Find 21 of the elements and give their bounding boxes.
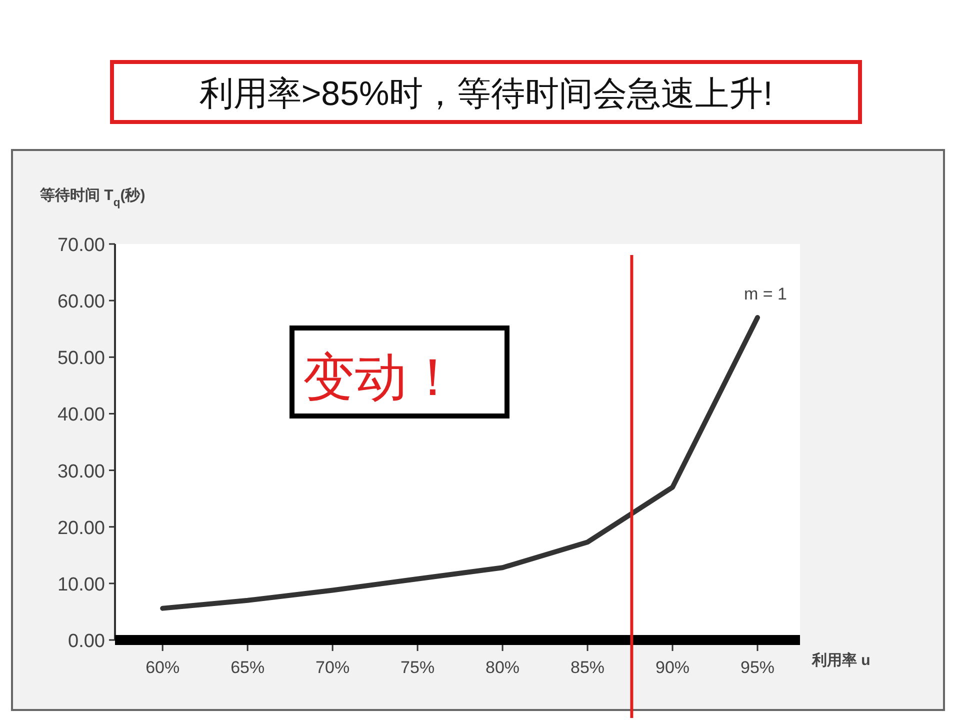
x-tick-label: 65% [230, 658, 265, 677]
y-tick-label: 10.00 [57, 574, 105, 596]
x-tick-label: 90% [656, 658, 690, 677]
chart-title: 利用率>85%时，等待时间会急速上升! [199, 75, 773, 113]
x-tick-label: 75% [400, 658, 435, 677]
y-tick-label: 30.00 [57, 461, 105, 482]
x-tick-label: 80% [486, 658, 520, 677]
y-tick-label: 40.00 [57, 404, 105, 426]
y-tick-label: 0.00 [68, 631, 105, 652]
x-tick-label: 70% [316, 658, 350, 677]
y-tick-label: 70.00 [57, 235, 105, 256]
y-tick-label: 50.00 [57, 348, 105, 370]
y-tick-label: 60.00 [57, 292, 105, 313]
x-tick-label: 60% [146, 658, 180, 677]
x-tick-label: 95% [740, 658, 775, 677]
y-axis-title: 等待时间 T$_{q}$(秒) [39, 187, 146, 209]
y-tick-label: 20.00 [57, 518, 105, 539]
x-axis-title: 利用率 u [811, 651, 870, 669]
series-label: m = 1 [744, 284, 788, 304]
x-tick-label: 85% [570, 658, 605, 677]
annotation: 变动！ [303, 350, 459, 407]
